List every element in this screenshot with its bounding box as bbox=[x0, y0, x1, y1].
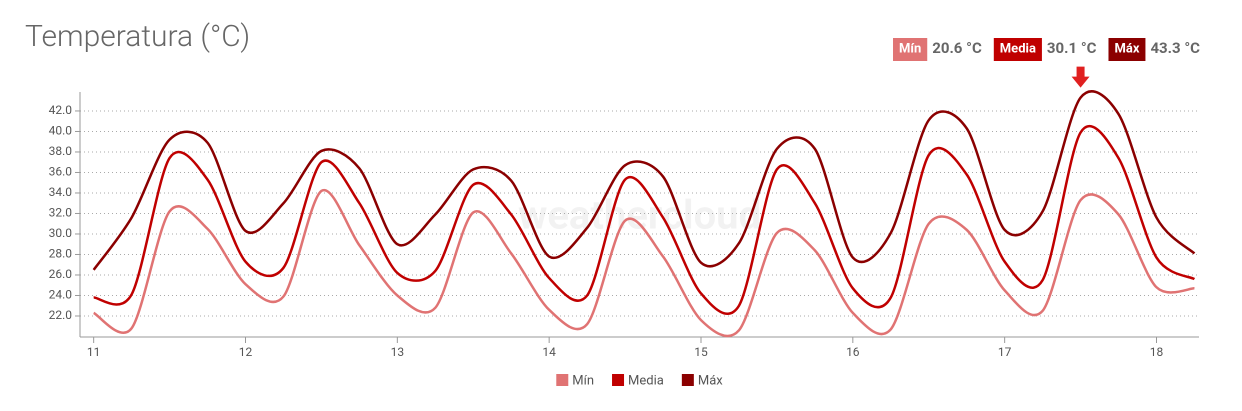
max-arrow bbox=[1071, 66, 1090, 88]
series-line bbox=[93, 124, 1196, 315]
x-tick-label: 14 bbox=[542, 345, 556, 359]
legend-label: Media bbox=[628, 373, 664, 388]
stat: 43.3 °C Máx bbox=[1108, 38, 1200, 61]
legend: Mín Media Máx bbox=[556, 373, 723, 388]
y-tick-label: 26.0 bbox=[49, 267, 73, 281]
y-tick-label: 24.0 bbox=[49, 288, 73, 302]
chart-title: Temperatura (°C) bbox=[25, 19, 250, 54]
x-tick-label: 12 bbox=[239, 345, 253, 359]
stat-value: 20.6 °C bbox=[932, 39, 982, 57]
stat: 30.1 °C Media bbox=[993, 38, 1097, 61]
y-tick-label: 38.0 bbox=[49, 144, 73, 158]
x-tick-label: 18 bbox=[1150, 345, 1164, 359]
y-tick-label: 36.0 bbox=[49, 165, 73, 179]
stat: 20.6 °C Mín bbox=[893, 38, 982, 61]
y-tick-label: 42.0 bbox=[49, 103, 73, 117]
stat-name: Media bbox=[1000, 41, 1036, 56]
y-tick-label: 40.0 bbox=[49, 124, 73, 138]
y-tick-label: 34.0 bbox=[49, 185, 73, 199]
stat-badge bbox=[993, 38, 1042, 61]
x-tick-label: 16 bbox=[846, 345, 860, 359]
x-tick-label: 13 bbox=[391, 345, 405, 359]
stat-value: 43.3 °C bbox=[1150, 39, 1200, 57]
y-tick-label: 30.0 bbox=[49, 226, 73, 240]
legend-label: Máx bbox=[698, 373, 723, 388]
series-line bbox=[92, 188, 1195, 338]
y-tick-label: 28.0 bbox=[49, 247, 73, 261]
stat-badge bbox=[893, 38, 928, 61]
legend-swatch bbox=[612, 374, 625, 386]
x-tick-label: 17 bbox=[998, 345, 1012, 359]
legend-swatch bbox=[681, 374, 694, 386]
legend-swatch bbox=[556, 374, 569, 386]
watermark: weathercloud bbox=[518, 192, 761, 239]
series-line bbox=[92, 90, 1196, 271]
y-tick-label: 22.0 bbox=[49, 308, 73, 322]
stat-value: 30.1 °C bbox=[1047, 39, 1097, 57]
stat-name: Mín bbox=[899, 41, 921, 56]
legend-label: Mín bbox=[572, 373, 594, 388]
stat-badge bbox=[1108, 38, 1146, 61]
x-tick-label: 11 bbox=[87, 345, 101, 359]
y-tick-label: 32.0 bbox=[49, 206, 73, 220]
stat-name: Máx bbox=[1114, 41, 1139, 56]
x-tick-label: 15 bbox=[694, 345, 708, 359]
